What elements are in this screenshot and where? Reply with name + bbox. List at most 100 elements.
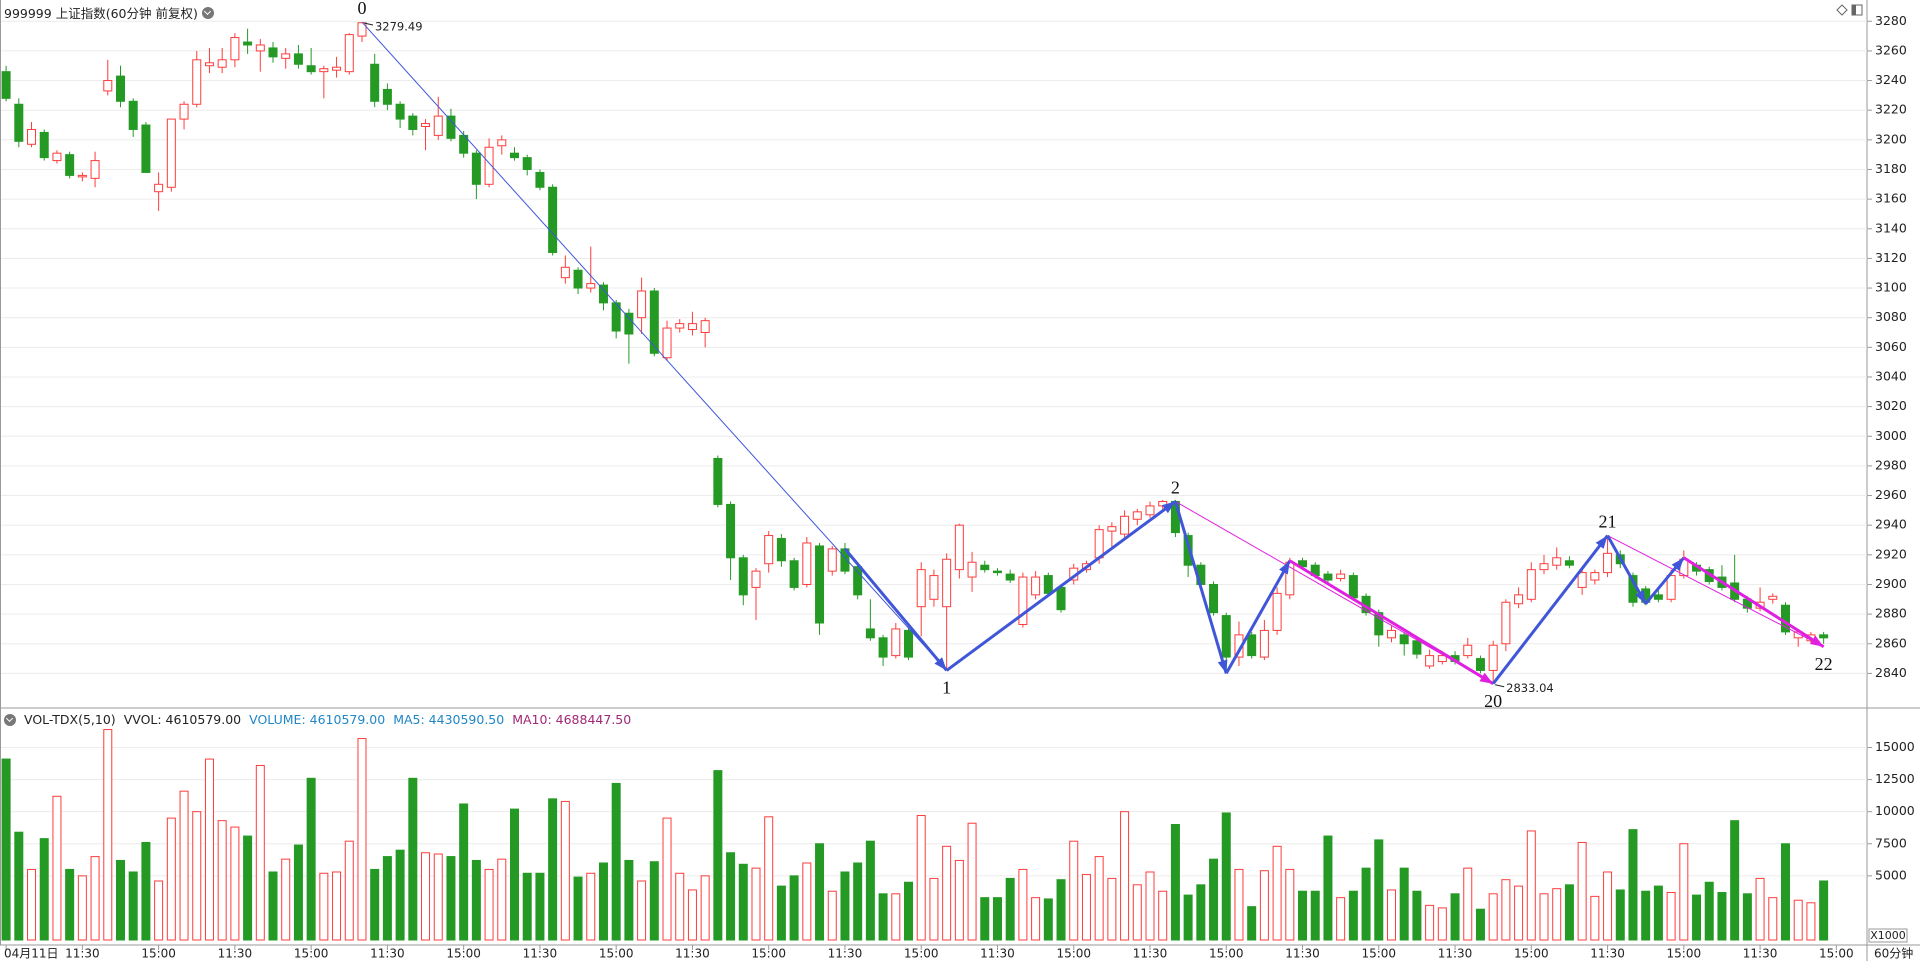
wave-arrowhead xyxy=(934,657,947,671)
candle-body xyxy=(992,570,1002,574)
candle-body xyxy=(1552,557,1562,566)
candle-body xyxy=(598,284,608,304)
price-label: 3279.49 xyxy=(375,20,423,34)
volume-bar xyxy=(65,868,75,941)
volume-bar xyxy=(980,897,990,941)
candle-body xyxy=(967,561,977,578)
volume-bar xyxy=(967,822,977,941)
chart-header: 999999 上证指数(60分钟 前复权) xyxy=(4,3,214,22)
x-tick-label: 15:00 xyxy=(1209,947,1244,961)
y-tick-label: 3140 xyxy=(1875,220,1907,235)
volume-bar xyxy=(1132,884,1142,941)
legend-entry: MA10: 4688447.50 xyxy=(512,712,632,727)
volume-bar xyxy=(1539,893,1549,941)
candle-body xyxy=(1259,629,1269,658)
x-tick-label: 11:30 xyxy=(218,947,253,961)
volume-bar xyxy=(1361,867,1371,941)
candle-body xyxy=(1374,612,1384,636)
volume-bar xyxy=(1310,890,1320,941)
volume-bar xyxy=(1768,897,1778,941)
volume-bar xyxy=(1488,893,1498,941)
volume-bar xyxy=(293,844,303,941)
candle-body xyxy=(1653,594,1663,600)
overlay: 0 1 2 20 21 22 3279.49 2833.04 xyxy=(357,0,1832,711)
volume-bar xyxy=(764,816,774,941)
pivot-label: 0 xyxy=(357,0,366,18)
volume-bar xyxy=(815,843,825,941)
volume-bar xyxy=(904,881,914,941)
legend-entry: VOLUME: 4610579.00 xyxy=(249,712,386,727)
volume-bar xyxy=(598,862,608,941)
candle-body xyxy=(281,53,291,59)
candle-body xyxy=(1564,560,1574,566)
candle-body xyxy=(344,34,354,73)
legend-entry: VOL-TDX(5,10) xyxy=(24,712,116,727)
volume-bar xyxy=(865,840,875,941)
indicator-menu[interactable] xyxy=(4,713,16,726)
y-tick-label: 7500 xyxy=(1875,835,1907,850)
candle-body xyxy=(1005,573,1015,581)
volume-bar xyxy=(217,820,227,941)
y-tick-label: 3080 xyxy=(1875,309,1907,324)
wave-arrowhead xyxy=(1671,557,1684,571)
pivot-label: 21 xyxy=(1599,512,1617,532)
candle-body xyxy=(637,290,647,319)
volume-bar xyxy=(1031,897,1041,941)
volume-bar xyxy=(1437,907,1447,941)
volume-bar xyxy=(1209,858,1219,941)
y-tick-label: 3220 xyxy=(1875,102,1907,117)
wave-line xyxy=(1289,559,1494,685)
volume-bar xyxy=(1196,884,1206,941)
volume-bar xyxy=(52,795,62,941)
y-tick-label: 3280 xyxy=(1875,13,1907,28)
title-menu[interactable] xyxy=(201,6,214,19)
candle-body xyxy=(1043,575,1053,594)
volume-bar xyxy=(306,777,316,941)
volume-bar xyxy=(319,872,329,941)
candle-body xyxy=(204,62,214,67)
candle-body xyxy=(1488,644,1498,671)
candle-body xyxy=(27,128,37,145)
candle-body xyxy=(586,283,596,289)
wave-line xyxy=(1606,534,1647,605)
volume-bar xyxy=(1564,884,1574,941)
y-tick-label: 3160 xyxy=(1875,191,1907,206)
volume-bar xyxy=(1641,890,1651,941)
volume-bar xyxy=(1514,885,1524,941)
y-tick-label: 10000 xyxy=(1875,803,1915,818)
x-tick-label: 15:00 xyxy=(1361,947,1396,961)
y-tick-label: 3180 xyxy=(1875,161,1907,176)
candle-body xyxy=(510,152,519,159)
candle-body xyxy=(497,139,507,147)
volume-bar xyxy=(14,831,24,941)
volume-bar xyxy=(484,868,494,941)
x-tick-label: 11:30 xyxy=(1438,947,1473,961)
candle-body xyxy=(815,545,825,624)
candle-body xyxy=(1323,573,1333,581)
volume-bar xyxy=(90,856,100,941)
unit-box xyxy=(1868,928,1908,943)
volume-bar xyxy=(662,817,672,941)
candle-body xyxy=(1590,572,1600,581)
volume-bar xyxy=(1615,889,1625,941)
volume-bar xyxy=(1526,830,1536,941)
y-tick-label: 3060 xyxy=(1875,339,1907,354)
volume-bar xyxy=(891,893,901,941)
price-label-pointer xyxy=(1495,684,1505,688)
volume-bar xyxy=(1717,892,1727,941)
volume-bar xyxy=(522,872,532,941)
volume-bar xyxy=(827,890,837,941)
candle-body xyxy=(1437,655,1447,663)
candle-body xyxy=(1094,529,1104,559)
x-tick-label: 11:30 xyxy=(1285,947,1320,961)
candle-body xyxy=(484,146,494,185)
toolbar-icon[interactable] xyxy=(1836,4,1848,16)
x-tick-label: 11:30 xyxy=(65,947,100,961)
candle-body xyxy=(332,66,342,71)
marks xyxy=(1,22,1829,941)
volume-unit: X1000 xyxy=(1870,929,1906,942)
candle-body xyxy=(560,266,570,279)
volume-bar xyxy=(687,889,697,941)
candle-body xyxy=(421,123,431,127)
